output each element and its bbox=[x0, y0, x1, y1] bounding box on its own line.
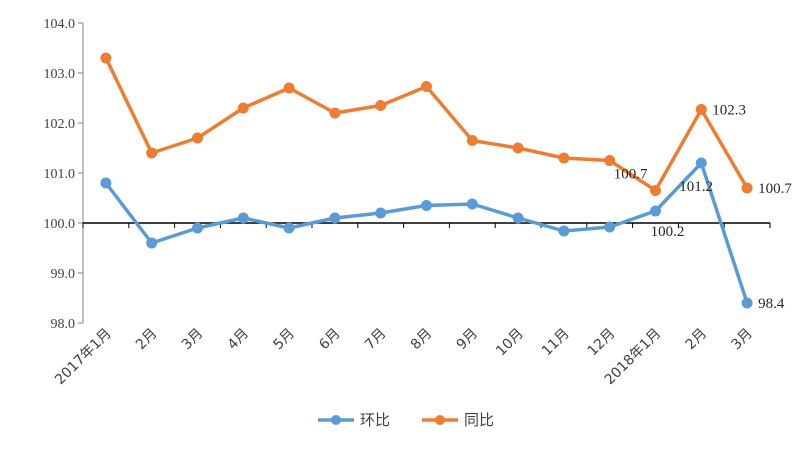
data-label: 100.7 bbox=[758, 181, 792, 197]
legend-label: 同比 bbox=[464, 411, 494, 429]
data-point bbox=[100, 52, 112, 64]
data-point bbox=[283, 222, 295, 234]
y-tick-label: 100.0 bbox=[44, 217, 76, 232]
y-tick-label: 103.0 bbox=[44, 67, 76, 82]
y-tick-label: 104.0 bbox=[44, 17, 76, 32]
data-point bbox=[192, 132, 203, 144]
data-point bbox=[329, 107, 341, 119]
data-point bbox=[375, 207, 387, 219]
legend: 环比 同比 bbox=[318, 411, 494, 429]
data-point bbox=[375, 100, 387, 111]
data-point bbox=[237, 212, 249, 224]
data-label: 98.4 bbox=[758, 296, 785, 312]
x-tick-label: 11月 bbox=[539, 326, 573, 360]
data-point bbox=[558, 225, 570, 237]
data-point bbox=[421, 81, 432, 92]
data-point bbox=[604, 221, 616, 233]
data-point bbox=[695, 157, 707, 169]
x-tick-label: 2月 bbox=[133, 326, 161, 354]
x-tick-label: 8月 bbox=[408, 326, 436, 354]
x-tick-label: 3月 bbox=[728, 326, 756, 354]
y-tick-label: 98.0 bbox=[51, 317, 76, 332]
series-layer bbox=[100, 52, 753, 309]
data-point bbox=[558, 152, 570, 164]
x-tick-label: 7月 bbox=[362, 326, 390, 354]
x-tick-label: 4月 bbox=[225, 326, 253, 354]
data-label-layer: 100.7 100.2 101.2 102.3 100.7 98.4 bbox=[614, 103, 793, 313]
x-tick-label: 3月 bbox=[179, 326, 207, 354]
legend-marker bbox=[331, 415, 341, 425]
data-label: 102.3 bbox=[712, 103, 746, 119]
data-point bbox=[695, 104, 707, 115]
series-line-yoy bbox=[104, 56, 749, 193]
y-tick-label: 99.0 bbox=[51, 267, 76, 282]
data-point bbox=[146, 147, 158, 159]
data-point bbox=[329, 212, 341, 224]
x-tick-label: 6月 bbox=[316, 326, 344, 354]
data-point bbox=[650, 205, 661, 217]
data-point bbox=[100, 177, 112, 189]
y-tick-label: 102.0 bbox=[44, 117, 76, 132]
data-point bbox=[237, 102, 249, 114]
data-point bbox=[604, 155, 616, 166]
x-tick-label: 2月 bbox=[683, 326, 711, 354]
data-point bbox=[466, 135, 478, 146]
data-point bbox=[741, 182, 753, 194]
data-label: 100.2 bbox=[651, 224, 685, 240]
data-point bbox=[741, 297, 753, 309]
legend-marker bbox=[435, 415, 445, 425]
data-point bbox=[421, 200, 432, 211]
x-tick-label: 2017年1月 bbox=[52, 326, 115, 389]
legend-label: 环比 bbox=[360, 411, 390, 429]
data-point bbox=[192, 222, 203, 234]
x-tick-label: 5月 bbox=[270, 326, 298, 354]
data-point bbox=[466, 198, 478, 210]
data-point bbox=[650, 185, 661, 196]
data-point bbox=[512, 212, 524, 224]
data-label: 101.2 bbox=[679, 179, 713, 195]
data-point bbox=[283, 82, 295, 94]
data-label: 100.7 bbox=[614, 167, 648, 183]
data-point bbox=[146, 237, 158, 249]
y-tick-label: 101.0 bbox=[44, 167, 76, 182]
x-tick-label: 9月 bbox=[454, 326, 482, 354]
data-point bbox=[512, 142, 524, 154]
x-tick-label: 10月 bbox=[493, 326, 527, 360]
x-tick-label: 12月 bbox=[585, 326, 619, 360]
y-axis: 98.0 99.0 100.0 101.0 102.0 103.0 104.0 bbox=[44, 17, 84, 332]
